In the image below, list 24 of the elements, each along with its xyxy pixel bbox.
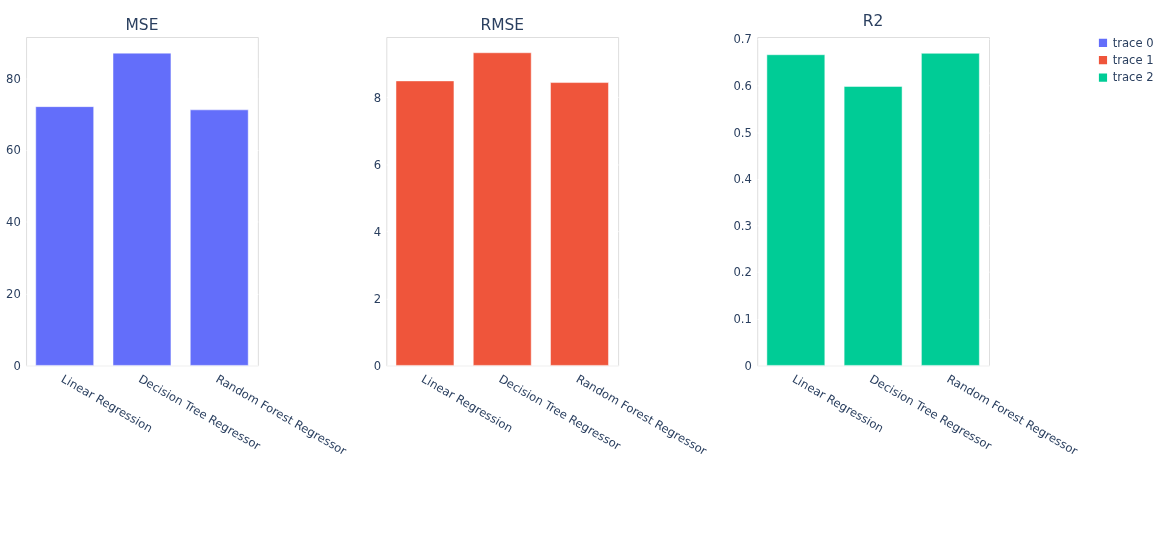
- y-tick-label: 4: [373, 224, 382, 239]
- y-tick-label: 8: [373, 90, 382, 105]
- y-tick-label: 0.3: [733, 218, 752, 233]
- y-tick-label: 0: [744, 358, 752, 373]
- y-tick-label: 2: [373, 291, 382, 306]
- text: trace 1: [1112, 53, 1154, 68]
- y-tick-label: 0.2: [733, 265, 752, 280]
- legend-label: trace 0: [1112, 35, 1154, 50]
- y-tick-label: 0: [373, 358, 382, 373]
- y-tick-label: 20: [6, 286, 21, 301]
- text: trace 2: [1112, 70, 1154, 85]
- y-tick-label: 80: [6, 71, 21, 86]
- chart-title: MSE: [125, 16, 159, 35]
- y-tick-label: 0: [13, 358, 21, 373]
- y-tick-label: 0.1: [733, 312, 752, 327]
- y-tick-label: 6: [373, 157, 382, 172]
- y-tick-label: 40: [6, 215, 21, 230]
- y-tick-label: 0.6: [733, 78, 752, 93]
- y-tick-label: 0.5: [733, 125, 752, 140]
- chart-title: RMSE: [480, 16, 525, 35]
- y-tick-label: 0.4: [733, 172, 752, 187]
- y-tick-label: 60: [6, 143, 21, 158]
- chart-title: R2: [862, 12, 884, 31]
- y-tick-label: 0.7: [733, 32, 752, 47]
